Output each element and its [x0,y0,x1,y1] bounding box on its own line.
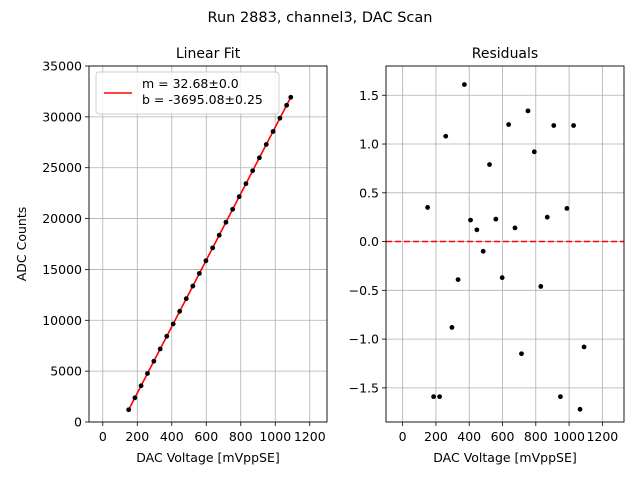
y-tick-label: 5000 [50,364,82,379]
data-point [151,358,157,364]
data-point [183,296,189,302]
data-point [425,205,431,210]
data-point [558,394,563,400]
data-point [506,122,512,127]
figure-suptitle: Run 2883, channel3, DAC Scan [208,10,433,26]
data-point [164,333,170,339]
data-point [277,115,283,121]
data-point [190,283,196,289]
y-tick-label: 10000 [42,313,82,328]
x-tick-label: 0 [399,429,407,444]
data-point [512,225,518,231]
y-axis-label: ADC Counts [14,207,29,282]
data-point [461,82,467,87]
y-tick-label: 20000 [42,211,82,226]
data-point [126,407,132,413]
data-point [468,217,473,223]
y-tick-label: −0.5 [349,283,379,298]
data-point [230,206,236,212]
data-point [480,248,486,254]
y-tick-label: 15000 [42,262,82,277]
data-point [519,351,524,357]
x-tick-label: 200 [424,429,448,444]
data-point [531,149,537,155]
data-point [525,108,531,114]
y-tick-label: −1.5 [349,380,379,395]
data-point [455,277,461,282]
data-point [499,275,505,281]
data-point [250,168,256,174]
y-tick-label: 30000 [42,109,82,124]
data-point [216,232,222,238]
data-point [437,394,442,400]
data-point [236,194,242,200]
legend-entry: m = 32.68±0.0 [142,76,239,91]
data-point [270,129,276,134]
data-point [284,102,290,108]
x-tick-label: 400 [457,429,481,444]
data-point [210,245,216,251]
data-point [263,142,269,147]
data-point [288,94,294,100]
data-point [551,123,557,128]
data-point [431,394,436,400]
legend-box [95,71,280,115]
data-point [443,133,449,139]
data-point [223,219,229,225]
y-tick-label: 0.5 [359,185,379,200]
data-point [243,181,249,187]
data-point [564,206,570,211]
y-tick-label: 35000 [42,59,82,74]
data-point [487,162,492,167]
x-tick-label: 1000 [553,429,585,444]
x-axis-label: DAC Voltage [mVppSE] [136,450,279,465]
data-point [544,214,550,220]
y-tick-label: 1.5 [359,88,379,103]
residuals-panel: 0 200 400 600 800 1000 1200 −1.5 −1.0 −0.5 0.0 0.5 1… [349,46,625,465]
axes-frame [385,65,625,423]
fit-line [127,96,292,411]
data-point [493,216,499,222]
panel-title: Residuals [472,46,538,62]
data-point [177,308,183,314]
x-tick-label: 1200 [586,429,618,444]
x-tick-label: 600 [194,429,218,444]
x-tick-label: 800 [524,429,548,444]
data-point [145,371,150,376]
data-point [538,284,544,289]
x-tick-label: 600 [491,429,515,444]
axes-frame [88,65,328,423]
data-point [577,406,583,412]
x-tick-label: 400 [160,429,184,444]
data-point [581,344,587,350]
data-point [157,346,163,352]
legend-entry: b = -3695.08±0.25 [142,92,263,107]
data-point [196,271,202,276]
y-tick-label: 1.0 [359,137,379,152]
y-tick-label: 0.0 [359,234,379,249]
y-tick-label: −1.0 [349,332,379,347]
panel-title: Linear Fit [176,46,241,62]
x-tick-label: 1200 [294,429,326,444]
data-point [170,321,176,327]
data-point [449,324,455,330]
x-tick-label: 0 [99,429,107,444]
x-tick-label: 800 [229,429,253,444]
linear-fit-panel: 0 200 400 600 800 1000 1200 0 5000 10000 15000 2000… [14,46,328,465]
data-point [571,123,576,128]
data-point [256,155,262,161]
x-axis-label: DAC Voltage [mVppSE] [433,450,576,465]
x-tick-label: 1000 [259,429,291,444]
y-tick-label: 0 [74,415,82,430]
data-point [474,227,480,233]
y-tick-label: 25000 [42,160,82,175]
x-tick-label: 200 [125,429,149,444]
data-point [132,395,138,401]
data-point [203,258,209,264]
data-point [138,383,144,389]
